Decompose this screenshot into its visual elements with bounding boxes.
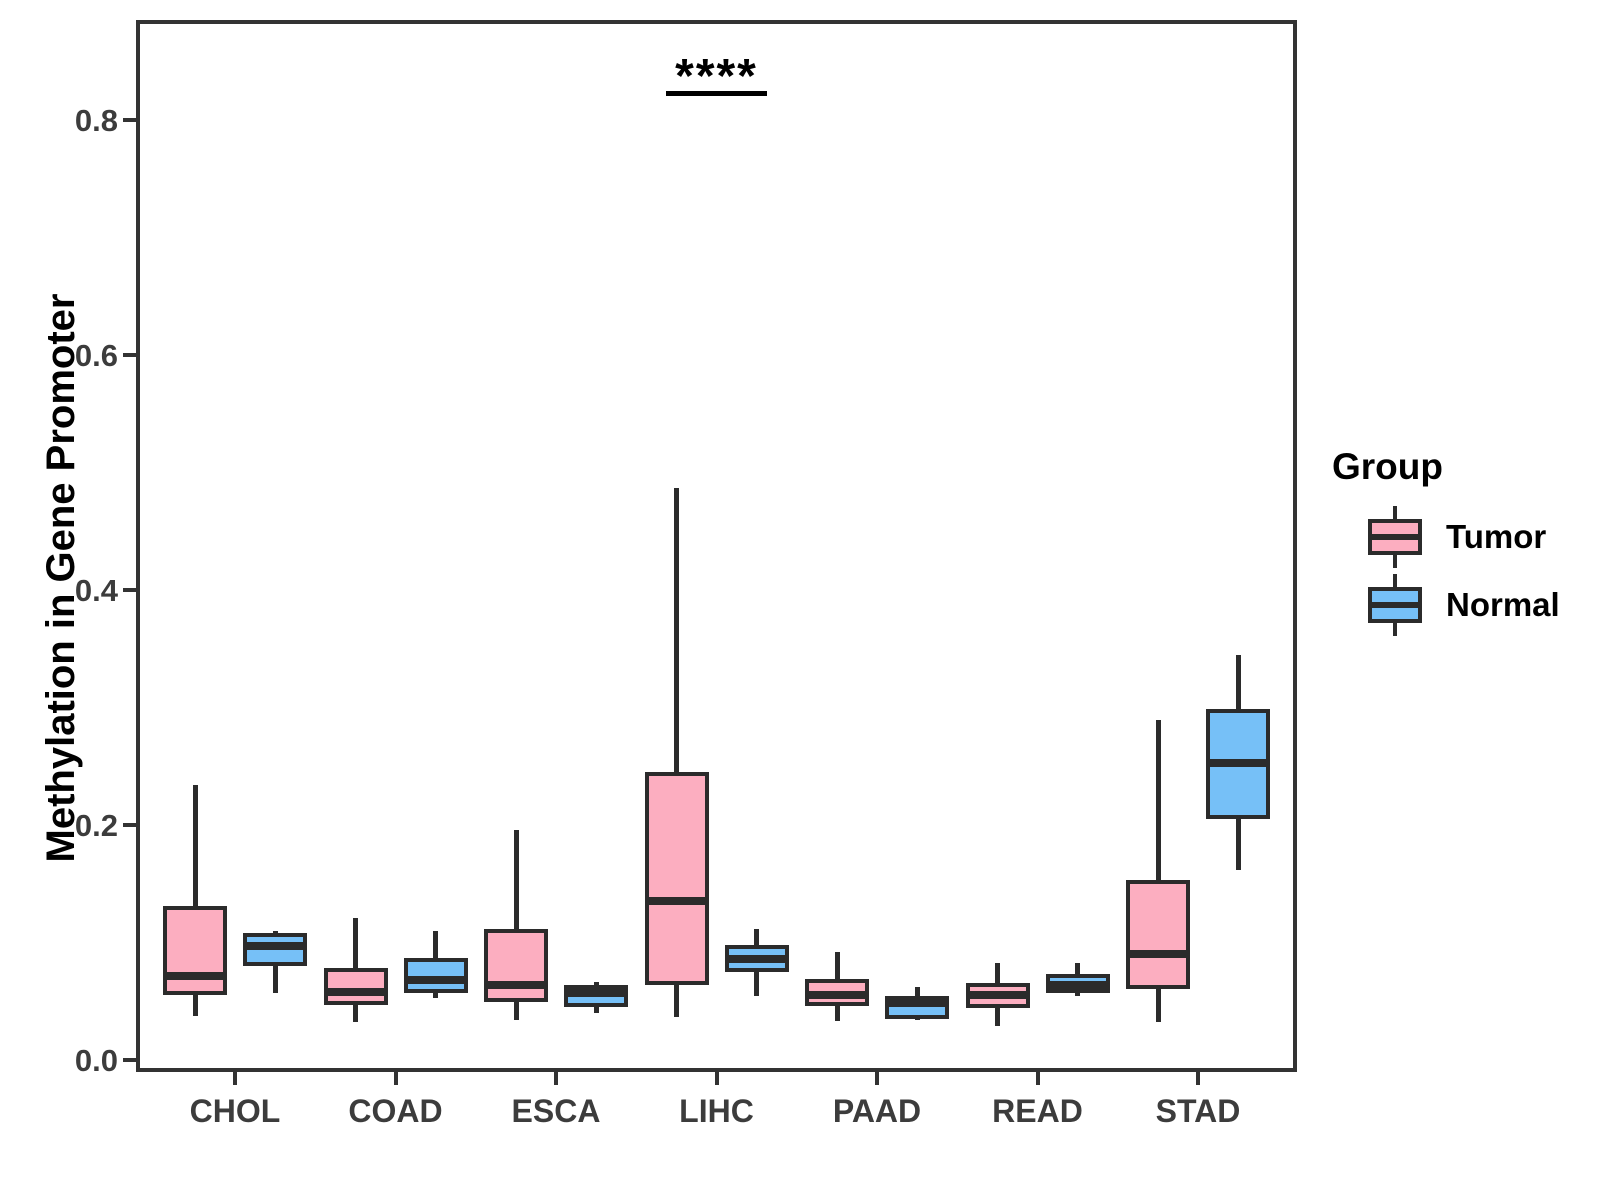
normal-boxplot-key-icon (1368, 574, 1422, 636)
median-LIHC-Tumor (647, 897, 706, 906)
box-PAAD-Tumor (805, 978, 869, 1006)
median-ESCA-Normal (567, 988, 625, 997)
x-tick-mark-READ (1035, 1072, 1040, 1085)
whisker-STAD-Tumor (1155, 720, 1161, 1023)
significance-stars-LIHC: **** (675, 50, 758, 104)
median-ESCA-Tumor (487, 980, 545, 989)
median-STAD-Tumor (1129, 950, 1187, 959)
legend-item-normal: Normal (1368, 574, 1598, 636)
x-tick-mark-ESCA (554, 1072, 558, 1085)
y-tick-label-0.0: 0.0 (74, 1042, 118, 1078)
x-tick-mark-COAD (393, 1072, 398, 1085)
box-ESCA-Tumor (484, 929, 548, 1003)
y-tick-mark-0.0 (123, 1057, 136, 1062)
median-COAD-Normal (406, 975, 465, 984)
legend-item-tumor: Tumor (1368, 506, 1598, 568)
x-tick-mark-STAD (1196, 1072, 1200, 1085)
x-tick-label-ESCA: ESCA (511, 1093, 601, 1129)
median-COAD-Tumor (326, 987, 385, 996)
y-tick-label-0.2: 0.2 (74, 807, 118, 843)
plot-panel (136, 20, 1297, 1072)
x-tick-mark-PAAD (875, 1072, 879, 1085)
median-PAAD-Tumor (808, 991, 866, 1000)
whisker-LIHC-Tumor (674, 487, 679, 1018)
median-READ-Tumor (968, 991, 1027, 1000)
x-tick-mark-LIHC (714, 1072, 719, 1085)
x-tick-label-READ: READ (992, 1093, 1083, 1129)
y-tick-mark-0.2 (123, 822, 136, 827)
x-tick-label-COAD: COAD (348, 1093, 443, 1129)
key-median (1370, 534, 1420, 540)
legend-label-tumor: Tumor (1446, 518, 1547, 555)
x-tick-label-CHOL: CHOL (189, 1093, 281, 1129)
legend-label-normal: Normal (1446, 586, 1560, 623)
x-tick-label-LIHC: LIHC (679, 1093, 754, 1129)
median-LIHC-Normal (727, 954, 786, 963)
median-CHOL-Tumor (166, 972, 224, 981)
box-COAD-Normal (403, 957, 468, 993)
y-tick-label-0.8: 0.8 (74, 103, 118, 139)
box-COAD-Tumor (323, 968, 388, 1005)
y-tick-mark-0.6 (123, 353, 136, 358)
median-CHOL-Normal (246, 941, 304, 950)
x-tick-mark-CHOL (233, 1072, 237, 1085)
significance-bar-LIHC (665, 91, 767, 97)
median-PAAD-Normal (888, 999, 946, 1008)
y-tick-label-0.4: 0.4 (74, 573, 118, 609)
legend: Group Tumor Normal (1332, 446, 1600, 646)
y-tick-mark-0.4 (123, 588, 136, 593)
y-tick-mark-0.8 (123, 118, 136, 123)
tumor-boxplot-key-icon (1368, 506, 1422, 568)
box-STAD-Tumor (1126, 880, 1190, 990)
x-tick-label-STAD: STAD (1155, 1093, 1241, 1129)
box-LIHC-Tumor (644, 772, 709, 985)
legend-title: Group (1332, 446, 1443, 487)
median-STAD-Normal (1209, 758, 1267, 767)
whisker-CHOL-Tumor (192, 784, 198, 1017)
whisker-ESCA-Tumor (513, 829, 519, 1020)
median-READ-Normal (1048, 980, 1107, 989)
box-CHOL-Tumor (163, 905, 227, 996)
y-tick-label-0.6: 0.6 (74, 338, 118, 374)
key-median (1370, 602, 1420, 608)
x-tick-label-PAAD: PAAD (832, 1093, 922, 1129)
